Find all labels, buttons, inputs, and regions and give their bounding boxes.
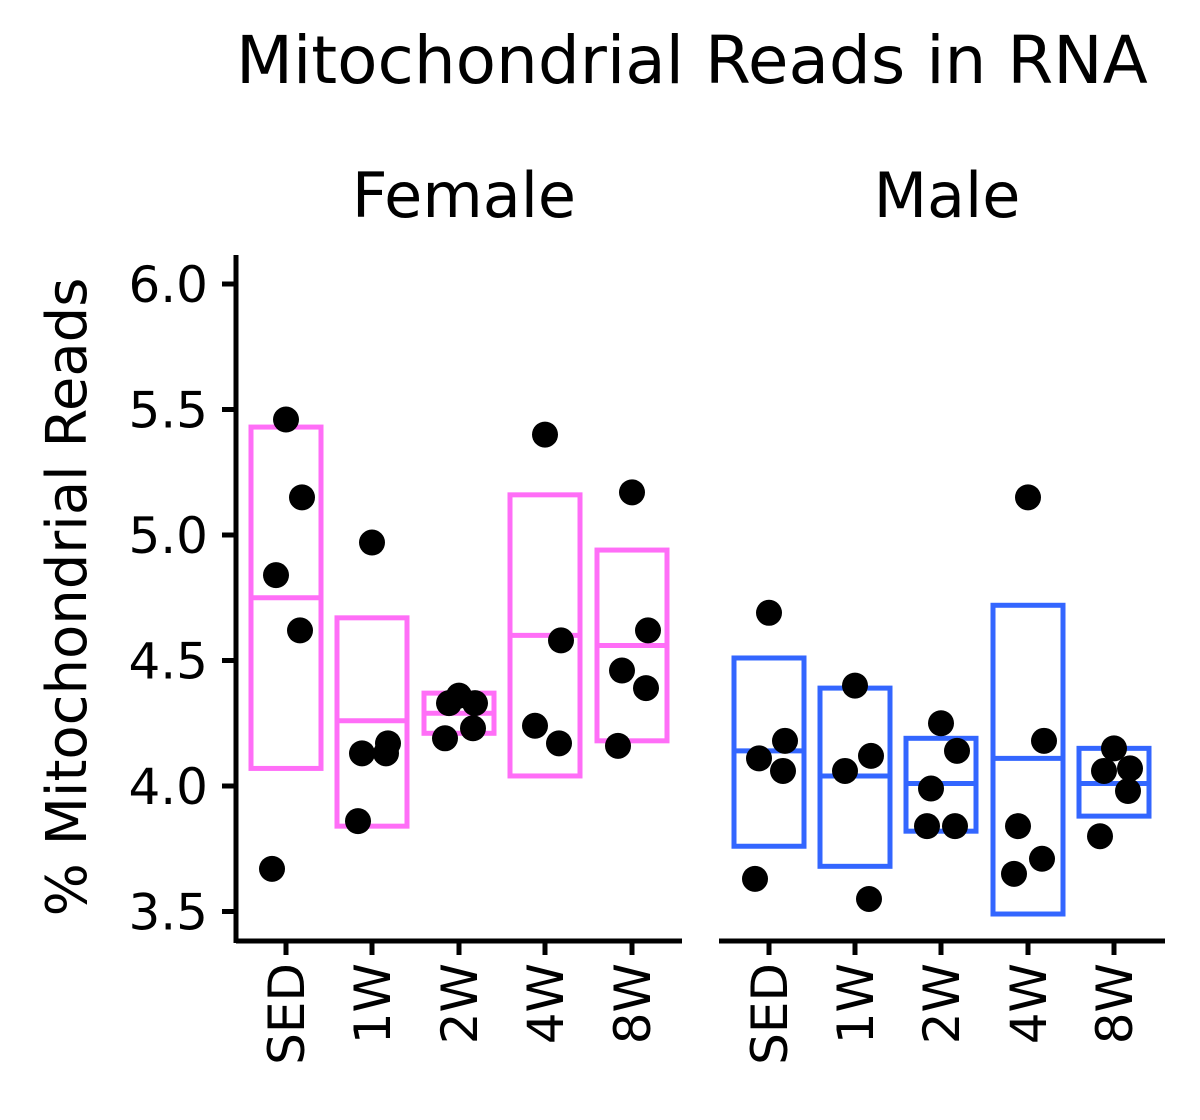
data-point: [605, 732, 631, 759]
data-point: [770, 757, 796, 784]
data-point: [289, 484, 315, 511]
data-point: [856, 885, 882, 912]
data-point: [373, 740, 399, 767]
data-point: [1087, 823, 1113, 850]
data-point: [928, 710, 954, 737]
data-point: [742, 865, 768, 892]
x-tick-label: SED: [741, 963, 799, 1065]
data-point: [832, 757, 858, 784]
data-point: [756, 599, 782, 626]
x-tick-label: 1W: [827, 963, 885, 1044]
data-point: [532, 421, 558, 448]
data-point: [436, 690, 462, 717]
data-point: [609, 657, 635, 684]
data-point: [633, 675, 659, 702]
x-tick-label: 1W: [344, 963, 402, 1044]
data-point: [1117, 755, 1143, 782]
data-point: [1005, 813, 1031, 840]
data-point: [273, 406, 299, 433]
facet-panel-female: Female SED 1W 2W 4W 8W: [236, 159, 682, 1065]
data-point: [1015, 484, 1041, 511]
x-tick-label: 2W: [913, 963, 971, 1044]
y-tick-label: 4.0: [128, 758, 208, 816]
data-point: [619, 479, 645, 506]
x-tick-label: 4W: [1000, 963, 1058, 1044]
y-tick-label: 5.0: [128, 507, 208, 565]
x-tick-label: 8W: [1086, 963, 1144, 1044]
x-tick-label: 2W: [431, 963, 489, 1044]
data-point: [263, 562, 289, 589]
data-point: [746, 745, 772, 772]
data-point: [1001, 860, 1027, 887]
x-tick-label: SED: [258, 963, 316, 1065]
data-point: [635, 617, 661, 644]
facet-panel-male: Male SED 1W 2W 4W 8W: [719, 159, 1165, 1065]
data-point: [772, 727, 798, 754]
y-axis-label: % Mitochondrial Reads: [35, 278, 100, 917]
data-point: [359, 529, 385, 556]
data-point: [349, 740, 375, 767]
y-tick-label: 4.5: [128, 633, 208, 691]
data-point: [462, 690, 488, 717]
data-point: [1115, 778, 1141, 805]
data-point: [548, 627, 574, 654]
data-point: [546, 730, 572, 757]
data-point: [259, 855, 285, 882]
data-point: [1029, 845, 1055, 872]
data-point: [287, 617, 313, 644]
data-point: [942, 813, 968, 840]
chart-title: Mitochondrial Reads in RNA: [236, 22, 1148, 99]
x-tick-label: 8W: [604, 963, 662, 1044]
data-point: [1091, 757, 1117, 784]
y-tick-label: 3.5: [128, 884, 208, 942]
data-point: [432, 725, 458, 752]
facet-label: Male: [874, 159, 1021, 232]
data-point: [842, 672, 868, 699]
data-point: [944, 737, 970, 764]
data-point: [858, 742, 884, 769]
plot-area: 3.5 4.0 4.5 5.0 5.5 6.0 Female SED 1W 2W 4W 8W Male S…: [128, 159, 1165, 1065]
facet-label: Female: [352, 159, 576, 232]
y-tick-label: 6.0: [128, 256, 208, 314]
data-point: [345, 808, 371, 835]
y-tick-label: 5.5: [128, 382, 208, 440]
x-tick-label: 4W: [517, 963, 575, 1044]
data-point: [918, 775, 944, 802]
data-point: [914, 813, 940, 840]
data-point: [1031, 727, 1057, 754]
data-point: [460, 715, 486, 742]
data-point: [522, 712, 548, 739]
data-point: [1101, 735, 1127, 762]
